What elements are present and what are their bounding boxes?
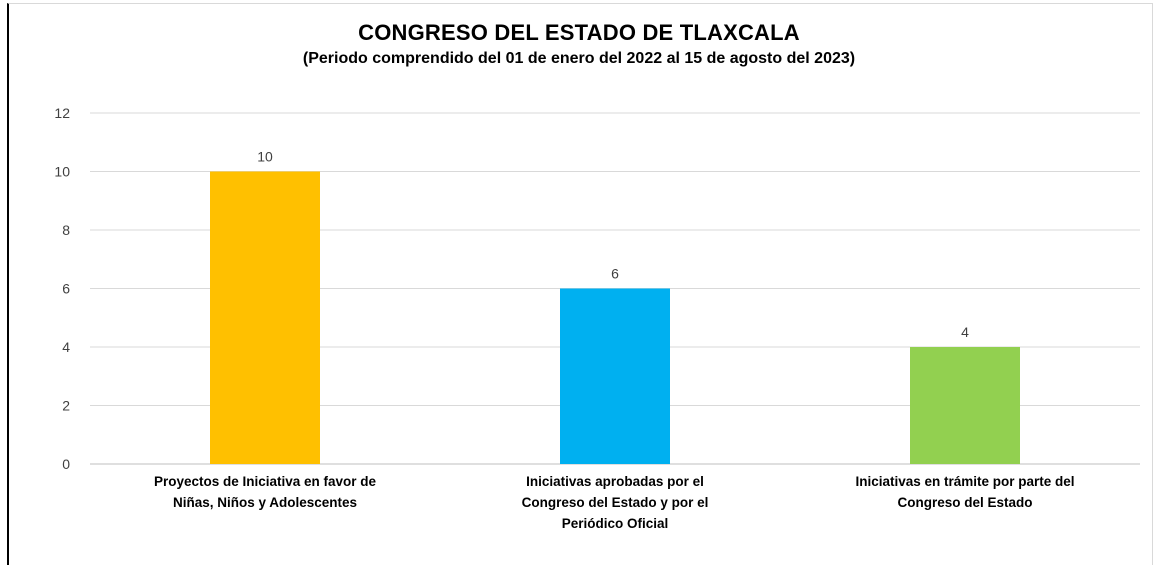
x-axis-labels: Proyectos de Iniciativa en favor de Niñas… [154, 474, 1075, 531]
y-tick-label: 2 [62, 398, 70, 414]
y-tick-label: 8 [62, 222, 70, 238]
y-axis-ticks: 0 2 4 6 8 10 12 [54, 105, 70, 472]
bar [560, 288, 670, 464]
x-tick-label: Iniciativas en trámite por parte del Cong… [855, 474, 1074, 510]
y-tick-label: 0 [62, 456, 70, 472]
chart-subtitle: (Periodo comprendido del 01 de enero del… [302, 50, 856, 67]
y-tick-label: 4 [62, 339, 70, 355]
chart-title: CONGRESO DEL ESTADO DE TLAXCALA [358, 20, 800, 45]
data-label: 10 [257, 149, 273, 165]
y-tick-label: 10 [54, 164, 70, 180]
x-tick-label: Iniciativas aprobadas por el Congreso del… [522, 474, 709, 531]
chart-frame [7, 3, 1153, 565]
bar [210, 171, 320, 464]
bar [910, 347, 1020, 464]
x-tick-label: Proyectos de Iniciativa en favor de Niñas… [154, 474, 377, 510]
bars [210, 171, 1020, 464]
data-label: 6 [611, 266, 619, 282]
y-tick-label: 12 [54, 105, 70, 121]
data-label: 4 [961, 324, 969, 340]
y-tick-label: 6 [62, 281, 70, 297]
data-labels: 10 6 4 [257, 149, 969, 341]
